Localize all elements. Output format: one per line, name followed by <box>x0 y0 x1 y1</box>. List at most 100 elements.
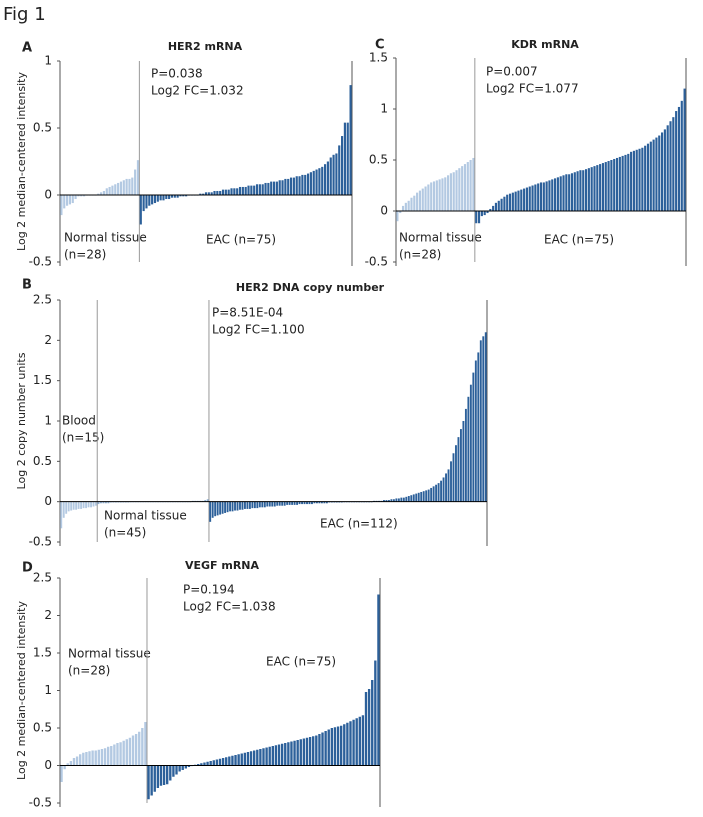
bar <box>385 500 388 502</box>
bar <box>241 186 244 195</box>
bar <box>225 757 228 766</box>
bar <box>500 198 503 211</box>
bar <box>224 189 227 195</box>
bar <box>335 153 338 195</box>
y-tick-label: -0.5 <box>29 255 52 269</box>
bar <box>79 754 82 766</box>
bar <box>207 192 210 195</box>
bar <box>584 169 588 211</box>
bar <box>210 192 213 195</box>
bar <box>243 752 247 766</box>
bar <box>268 501 271 507</box>
bar <box>256 749 259 766</box>
bar <box>199 193 202 195</box>
bar <box>231 755 234 766</box>
bar <box>216 190 219 195</box>
bar <box>559 176 562 211</box>
y-axis-label: Log 2 median-centered intensity <box>15 601 28 780</box>
group-label: (n=28) <box>68 664 110 678</box>
bar <box>144 722 147 766</box>
bar <box>315 735 318 766</box>
bar <box>401 205 405 211</box>
bar <box>234 501 236 511</box>
bar <box>318 168 321 195</box>
bar <box>246 501 249 509</box>
bar <box>122 740 125 766</box>
bar <box>484 332 487 502</box>
bar <box>615 157 619 211</box>
bar <box>247 185 250 195</box>
bar <box>293 501 296 505</box>
bar <box>483 211 486 216</box>
bar <box>565 174 568 211</box>
y-tick-label: 1.5 <box>33 373 52 387</box>
bar <box>251 501 254 509</box>
bar <box>644 145 647 211</box>
bar <box>240 753 243 766</box>
bar <box>482 336 485 502</box>
bar <box>464 408 467 502</box>
bar <box>70 501 73 511</box>
bar <box>147 765 150 800</box>
bar <box>427 489 430 502</box>
bar <box>231 501 234 512</box>
y-tick-label: 2 <box>44 608 52 622</box>
bar <box>259 749 262 766</box>
bar <box>407 496 410 502</box>
bar <box>410 495 413 502</box>
bar <box>281 501 284 506</box>
bar <box>236 188 239 195</box>
bar <box>280 743 284 766</box>
bar <box>263 501 266 508</box>
bar <box>568 174 571 211</box>
bar <box>462 421 465 502</box>
bar <box>187 765 191 767</box>
bar <box>128 737 132 766</box>
bar <box>117 182 120 195</box>
y-tick-label: 0.5 <box>369 153 388 167</box>
bar <box>313 501 316 504</box>
bar <box>613 158 616 211</box>
bar <box>206 761 209 766</box>
bar <box>430 487 433 502</box>
bar <box>320 501 323 504</box>
bar <box>349 85 352 195</box>
bar <box>425 490 428 502</box>
bar <box>237 754 240 766</box>
bar <box>327 729 330 766</box>
bar <box>301 501 303 505</box>
bar <box>486 211 489 214</box>
bar <box>445 473 447 502</box>
bar <box>119 742 122 766</box>
bar <box>211 501 214 518</box>
bar <box>168 195 171 200</box>
y-tick-label: 0.5 <box>33 721 52 735</box>
y-tick-label: 0 <box>44 758 52 772</box>
bar <box>156 195 159 202</box>
bar <box>100 192 103 195</box>
bar <box>289 177 293 195</box>
bar <box>458 168 461 211</box>
bar <box>219 190 222 195</box>
panel-letter: D <box>22 561 33 576</box>
bar <box>590 167 593 211</box>
bar <box>296 501 299 505</box>
bar <box>283 501 286 506</box>
group-label: (n=28) <box>64 248 106 262</box>
bar <box>548 180 551 211</box>
bar <box>214 501 217 517</box>
bar <box>197 764 200 766</box>
group-label: EAC (n=75) <box>544 233 614 247</box>
bar <box>94 750 97 766</box>
bar <box>97 193 100 195</box>
bar <box>134 734 138 766</box>
bar <box>455 170 458 211</box>
bar <box>610 160 613 211</box>
bar <box>435 484 438 502</box>
bar <box>276 501 279 506</box>
y-tick-label: 0 <box>44 188 52 202</box>
bar <box>125 739 128 766</box>
bar <box>316 501 318 504</box>
bar <box>646 143 650 211</box>
bar <box>658 135 661 211</box>
